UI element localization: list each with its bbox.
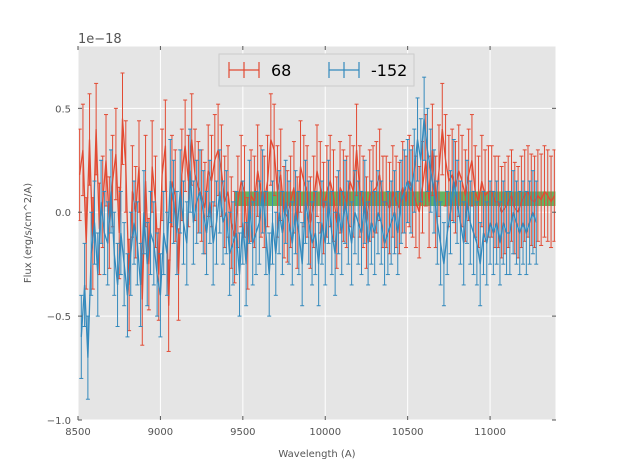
x-tick-label: 9500 <box>230 427 255 438</box>
x-tick-label: 11000 <box>474 427 506 438</box>
x-tick-label: 8500 <box>65 427 90 438</box>
legend-marker-152 <box>328 62 360 78</box>
y-tick-label: −1.0 <box>47 416 71 427</box>
plot-frame <box>77 45 557 421</box>
legend-marker-68 <box>228 62 260 78</box>
x-axis-label: Wavelength (A) <box>278 449 355 460</box>
axes: 8500 9000 9500 10000 10500 11000 0.5 0.0 −0.5 −1.… <box>47 45 557 438</box>
y-tick-label: 0.0 <box>55 208 71 219</box>
y-tick-label: −0.5 <box>47 312 71 323</box>
series-68 <box>77 72 557 352</box>
x-tick-label: 9000 <box>148 427 173 438</box>
series-line <box>80 118 537 358</box>
series-layer <box>77 72 557 400</box>
x-tick-label: 10500 <box>392 427 424 438</box>
y-tick-label: 0.5 <box>55 104 71 115</box>
legend-label-68: 68 <box>271 61 291 80</box>
offset-label: 1e−18 <box>78 32 122 47</box>
x-tick-label: 10000 <box>309 427 341 438</box>
legend: 68 -152 <box>218 53 415 87</box>
legend-label-152: -152 <box>371 61 407 80</box>
y-axis-label: Flux (erg/s/cm^2/A) <box>23 183 34 283</box>
series-neg152 <box>79 76 539 400</box>
